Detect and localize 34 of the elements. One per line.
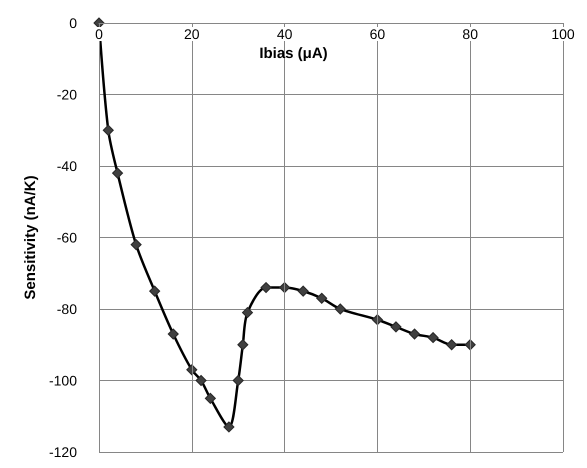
- point: [260, 282, 272, 294]
- point: [409, 328, 420, 340]
- point: [149, 286, 160, 297]
- point: [316, 292, 328, 304]
- x-tick-label: 60: [370, 26, 386, 42]
- x-tick-label: 100: [551, 26, 575, 42]
- y-tick-label: -20: [56, 86, 78, 102]
- point: [242, 307, 253, 318]
- x-tick-label: 20: [184, 26, 200, 42]
- point: [102, 124, 114, 136]
- point: [237, 339, 248, 350]
- x-tick-label: 80: [462, 26, 478, 42]
- point: [232, 375, 244, 386]
- point: [130, 239, 142, 250]
- y-tick-label: 0: [69, 15, 78, 31]
- point: [112, 168, 124, 179]
- point: [204, 392, 216, 404]
- x-axis-title: Ibias (μA): [259, 45, 328, 62]
- point: [298, 286, 309, 297]
- y-tick-label: -120: [48, 444, 78, 460]
- point: [428, 332, 439, 344]
- point: [390, 321, 402, 332]
- y-axis-title: Sensitivity (nA/K): [22, 175, 40, 300]
- point: [168, 328, 179, 340]
- x-tick-label: 0: [95, 26, 104, 42]
- y-tick-label: -60: [56, 230, 78, 246]
- point: [446, 339, 458, 350]
- y-tick-label: -100: [48, 372, 78, 388]
- point: [334, 304, 346, 314]
- y-tick-label: -80: [56, 301, 78, 317]
- point: [223, 421, 234, 432]
- x-tick-label: 40: [276, 26, 293, 42]
- point: [196, 375, 207, 386]
- y-tick-label: -40: [56, 158, 78, 174]
